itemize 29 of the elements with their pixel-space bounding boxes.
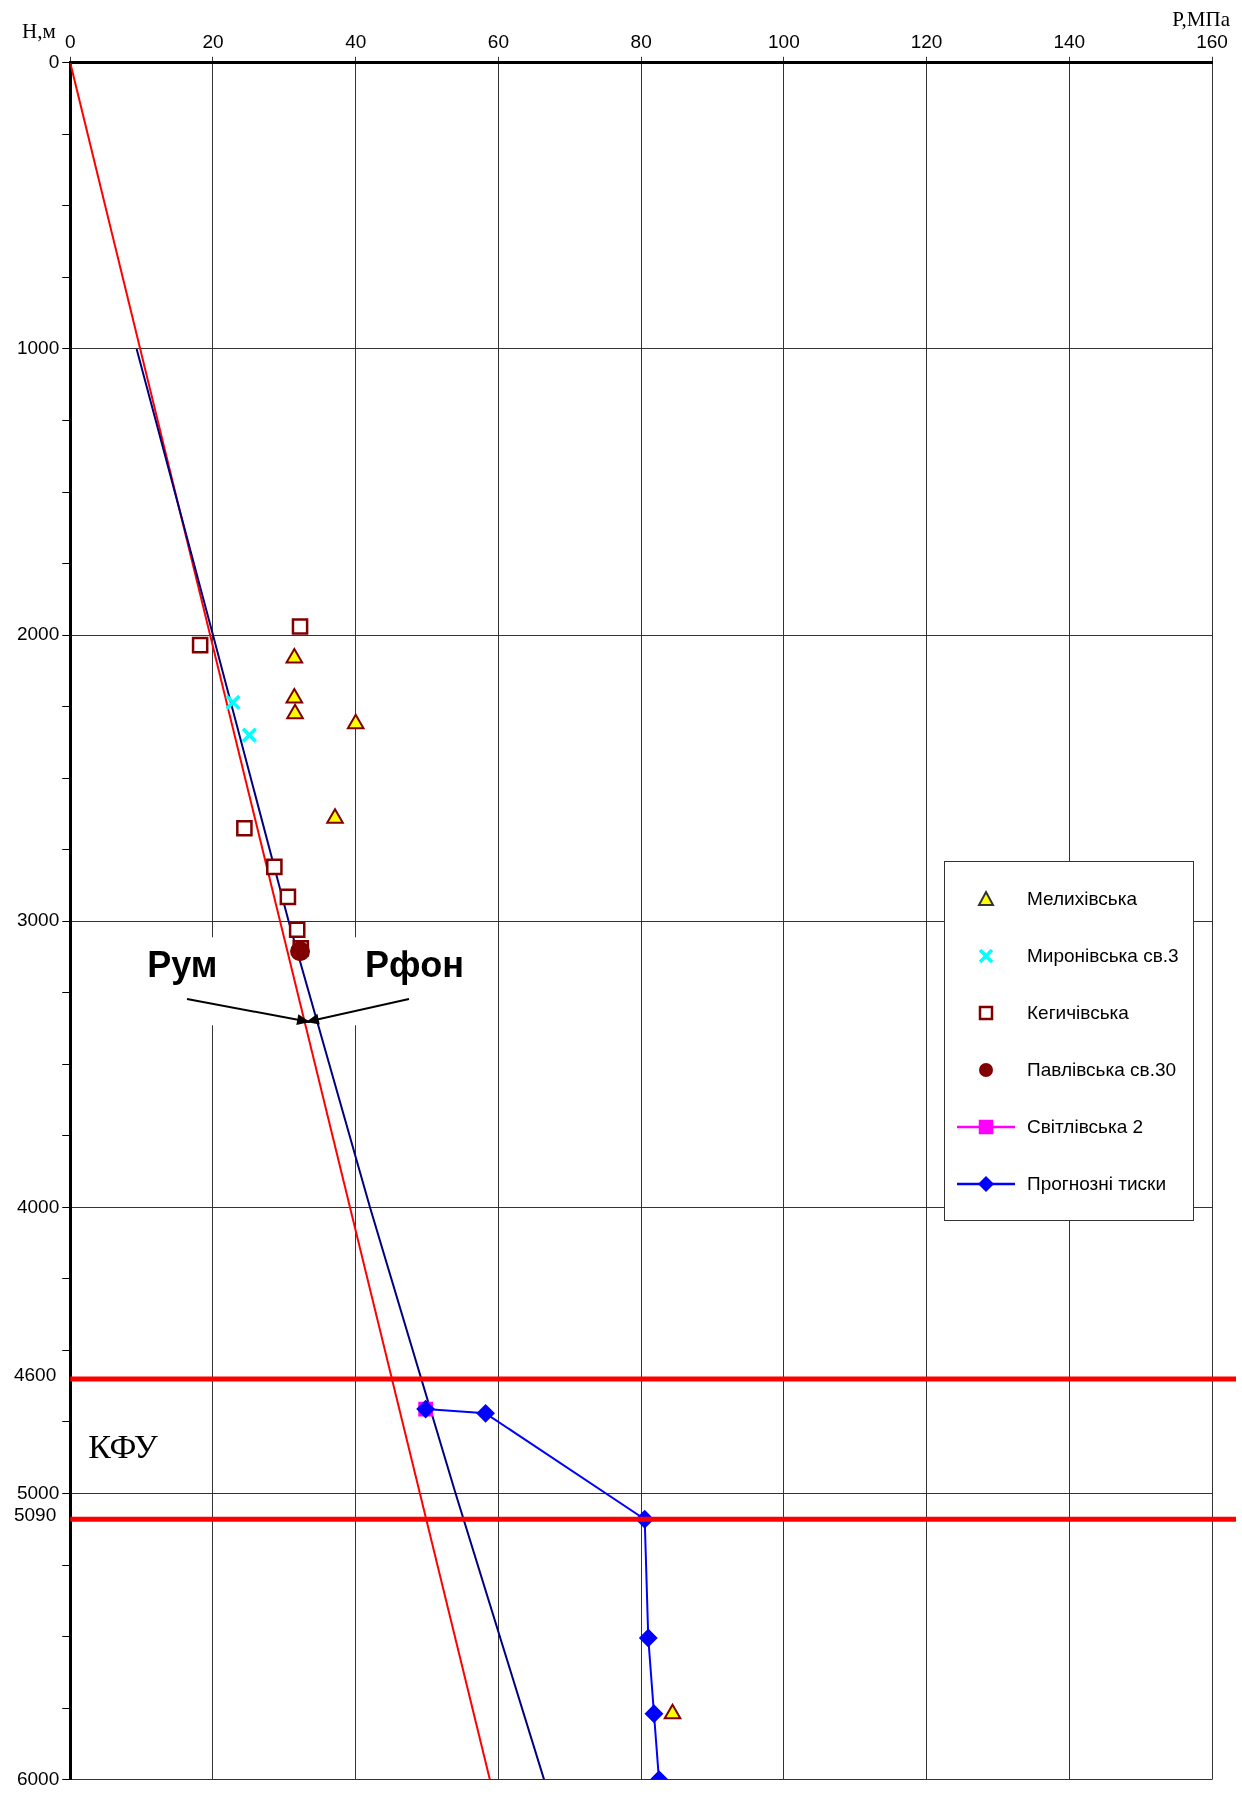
- y-tick-label: 2000: [16, 623, 60, 645]
- y-tick-label: 3000: [16, 909, 60, 931]
- legend-label: Павлівська св.30: [1027, 1058, 1177, 1081]
- y-axis-title: Н,м: [22, 19, 56, 43]
- x-tick-label: 160: [1196, 30, 1228, 52]
- y-tick-label: 6000: [16, 1767, 60, 1789]
- x-tick-label: 60: [487, 30, 509, 52]
- ref-line-label: 4600: [13, 1364, 57, 1386]
- y-tick-label: 4000: [16, 1195, 60, 1217]
- legend-label: Мелихівська: [1027, 887, 1137, 910]
- legend-label: Кегичівська: [1027, 1001, 1129, 1024]
- y-tick-label: 5000: [16, 1481, 60, 1503]
- x-tick-label: 100: [768, 30, 800, 52]
- x-axis-title: P,МПа: [1172, 7, 1231, 31]
- legend-label: Прогнозні тиски: [1027, 1172, 1167, 1195]
- annotation: КФУ: [88, 1428, 159, 1466]
- x-tick-label: 80: [630, 30, 652, 52]
- x-tick-label: 120: [910, 30, 943, 52]
- x-tick-label: 20: [202, 30, 224, 52]
- legend-label: Миронівська св.3: [1027, 944, 1179, 967]
- ref-line-label: 5090: [13, 1504, 57, 1526]
- x-tick-label: 140: [1053, 30, 1086, 52]
- y-tick-label: 1000: [16, 337, 60, 359]
- x-tick-label: 0: [64, 30, 76, 52]
- series-label: Рум: [147, 944, 218, 986]
- x-tick-label: 40: [345, 30, 367, 52]
- legend-label: Світлівська 2: [1027, 1115, 1144, 1138]
- y-tick-label: 0: [48, 51, 60, 73]
- series-label: Рфон: [365, 944, 464, 986]
